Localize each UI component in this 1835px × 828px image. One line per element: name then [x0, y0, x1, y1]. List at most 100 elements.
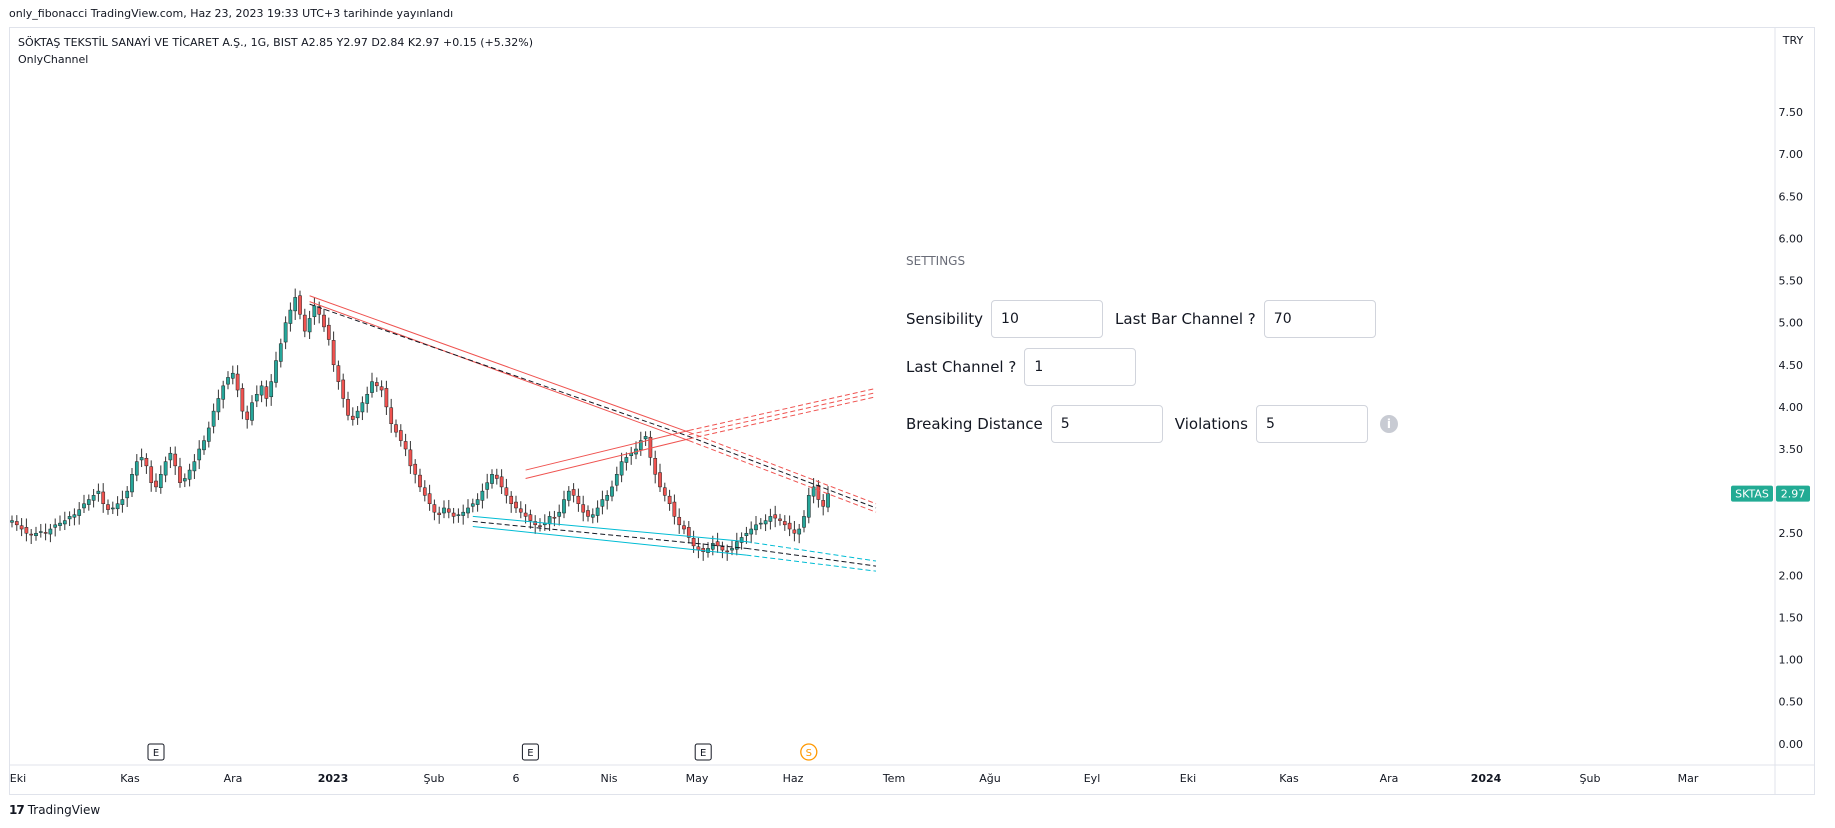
candle-body [226, 377, 230, 385]
candle-body [720, 546, 725, 551]
candle-body [528, 514, 533, 521]
candle-body [826, 493, 830, 508]
last-bar-channel-input[interactable]: 70 [1263, 300, 1376, 338]
violations-input[interactable]: 5 [1255, 405, 1368, 443]
candle-body [566, 490, 571, 501]
candle-body [360, 402, 365, 413]
candle-body [134, 461, 139, 476]
candle-body [182, 478, 187, 482]
candle-body [624, 457, 629, 463]
candle-body [619, 461, 624, 476]
candle-body [331, 340, 336, 366]
candle-body [96, 490, 101, 494]
candle-body [53, 524, 58, 528]
candle-body [86, 499, 91, 505]
candle-body [686, 527, 691, 538]
channel-line [688, 435, 877, 509]
candle-body [355, 410, 360, 419]
candle-body [518, 508, 523, 513]
last-price-badge [1776, 485, 1810, 502]
candle-body [734, 541, 739, 550]
candle-body [110, 507, 115, 510]
y-tick-label: 7.50 [1779, 106, 1804, 119]
candle-body [754, 524, 758, 531]
candle-body [336, 365, 341, 382]
candle-body [427, 493, 432, 505]
candle-body [350, 415, 355, 420]
candle-body [744, 532, 749, 537]
candle-body [614, 474, 619, 486]
sensibility-input[interactable]: 10 [991, 300, 1104, 338]
candle-body [197, 448, 202, 461]
candle-body [782, 521, 787, 526]
currency-label: TRY [1782, 34, 1804, 47]
y-tick-label: 2.50 [1779, 527, 1804, 540]
split-event-icon [800, 743, 818, 761]
candle-body [538, 525, 542, 527]
candle-body [216, 398, 221, 413]
candle-body [533, 521, 538, 526]
x-tick-label: Eyl [1084, 772, 1101, 785]
symbol-legend[interactable]: SÖKTAŞ TEKSTİL SANAYİ VE TİCARET A.Ş., 1… [18, 36, 533, 49]
y-tick-label: 4.00 [1779, 401, 1804, 414]
channel-line [688, 431, 877, 505]
earnings-event-icon [147, 743, 165, 761]
candle-body [211, 410, 216, 427]
candle-body [115, 503, 120, 510]
candle-body [67, 516, 72, 520]
tradingview-logo-icon: 17 [9, 803, 25, 817]
breaking-distance-input[interactable]: 5 [1050, 405, 1163, 443]
earnings-event-label: E [527, 748, 533, 759]
tradingview-brand[interactable]: 17 TradingView [9, 803, 100, 817]
channel-line [309, 295, 689, 433]
candle-body [240, 388, 245, 412]
y-tick-label: 1.00 [1779, 654, 1804, 667]
x-tick-label: Haz [783, 772, 804, 785]
settings-row-1: Sensibility 10 Last Bar Channel ? 70 [906, 300, 1388, 338]
candle-body [48, 528, 53, 535]
sensibility-label: Sensibility [906, 310, 984, 328]
y-tick-label: 1.50 [1779, 611, 1804, 624]
candle-body [379, 386, 384, 391]
candle-body [758, 522, 763, 525]
candle-body [586, 510, 590, 517]
candle-body [590, 514, 595, 518]
candle-body [470, 503, 475, 507]
info-icon[interactable]: i [1379, 415, 1398, 433]
candle-body [269, 381, 274, 398]
candle-body [403, 441, 408, 450]
candle-body [38, 531, 43, 533]
x-tick-label: Mar [1678, 772, 1699, 785]
indicator-legend[interactable]: OnlyChannel [18, 53, 89, 66]
candle-body [643, 436, 648, 440]
x-tick-label: 6 [513, 772, 520, 785]
last-channel-input[interactable]: 1 [1024, 348, 1137, 386]
candle-body [250, 402, 254, 421]
settings-title: SETTINGS [906, 254, 966, 268]
candle-body [384, 388, 389, 408]
candle-body [562, 499, 566, 514]
candle-body [792, 529, 797, 534]
candle-body [278, 343, 283, 362]
candle-body [773, 514, 778, 519]
last-bar-channel-label: Last Bar Channel ? [1115, 310, 1256, 328]
candle-body [662, 487, 667, 496]
candle-body [106, 504, 110, 510]
x-tick-label: Ağu [979, 772, 1000, 785]
channel-line [472, 520, 747, 549]
channel-line [746, 554, 877, 572]
candle-body [571, 489, 576, 496]
candle-body [442, 507, 446, 514]
candle-body [461, 511, 466, 516]
candle-body [451, 512, 456, 517]
candle-body [787, 522, 792, 530]
candle-body [763, 520, 768, 525]
x-tick-label: 2024 [1471, 772, 1502, 785]
x-tick-label: Kas [1279, 772, 1299, 785]
candle-body [485, 482, 490, 490]
y-tick-label: 5.00 [1779, 317, 1804, 330]
candle-body [19, 525, 24, 530]
brand-name: TradingView [27, 803, 101, 817]
chart-frame [9, 27, 1815, 795]
